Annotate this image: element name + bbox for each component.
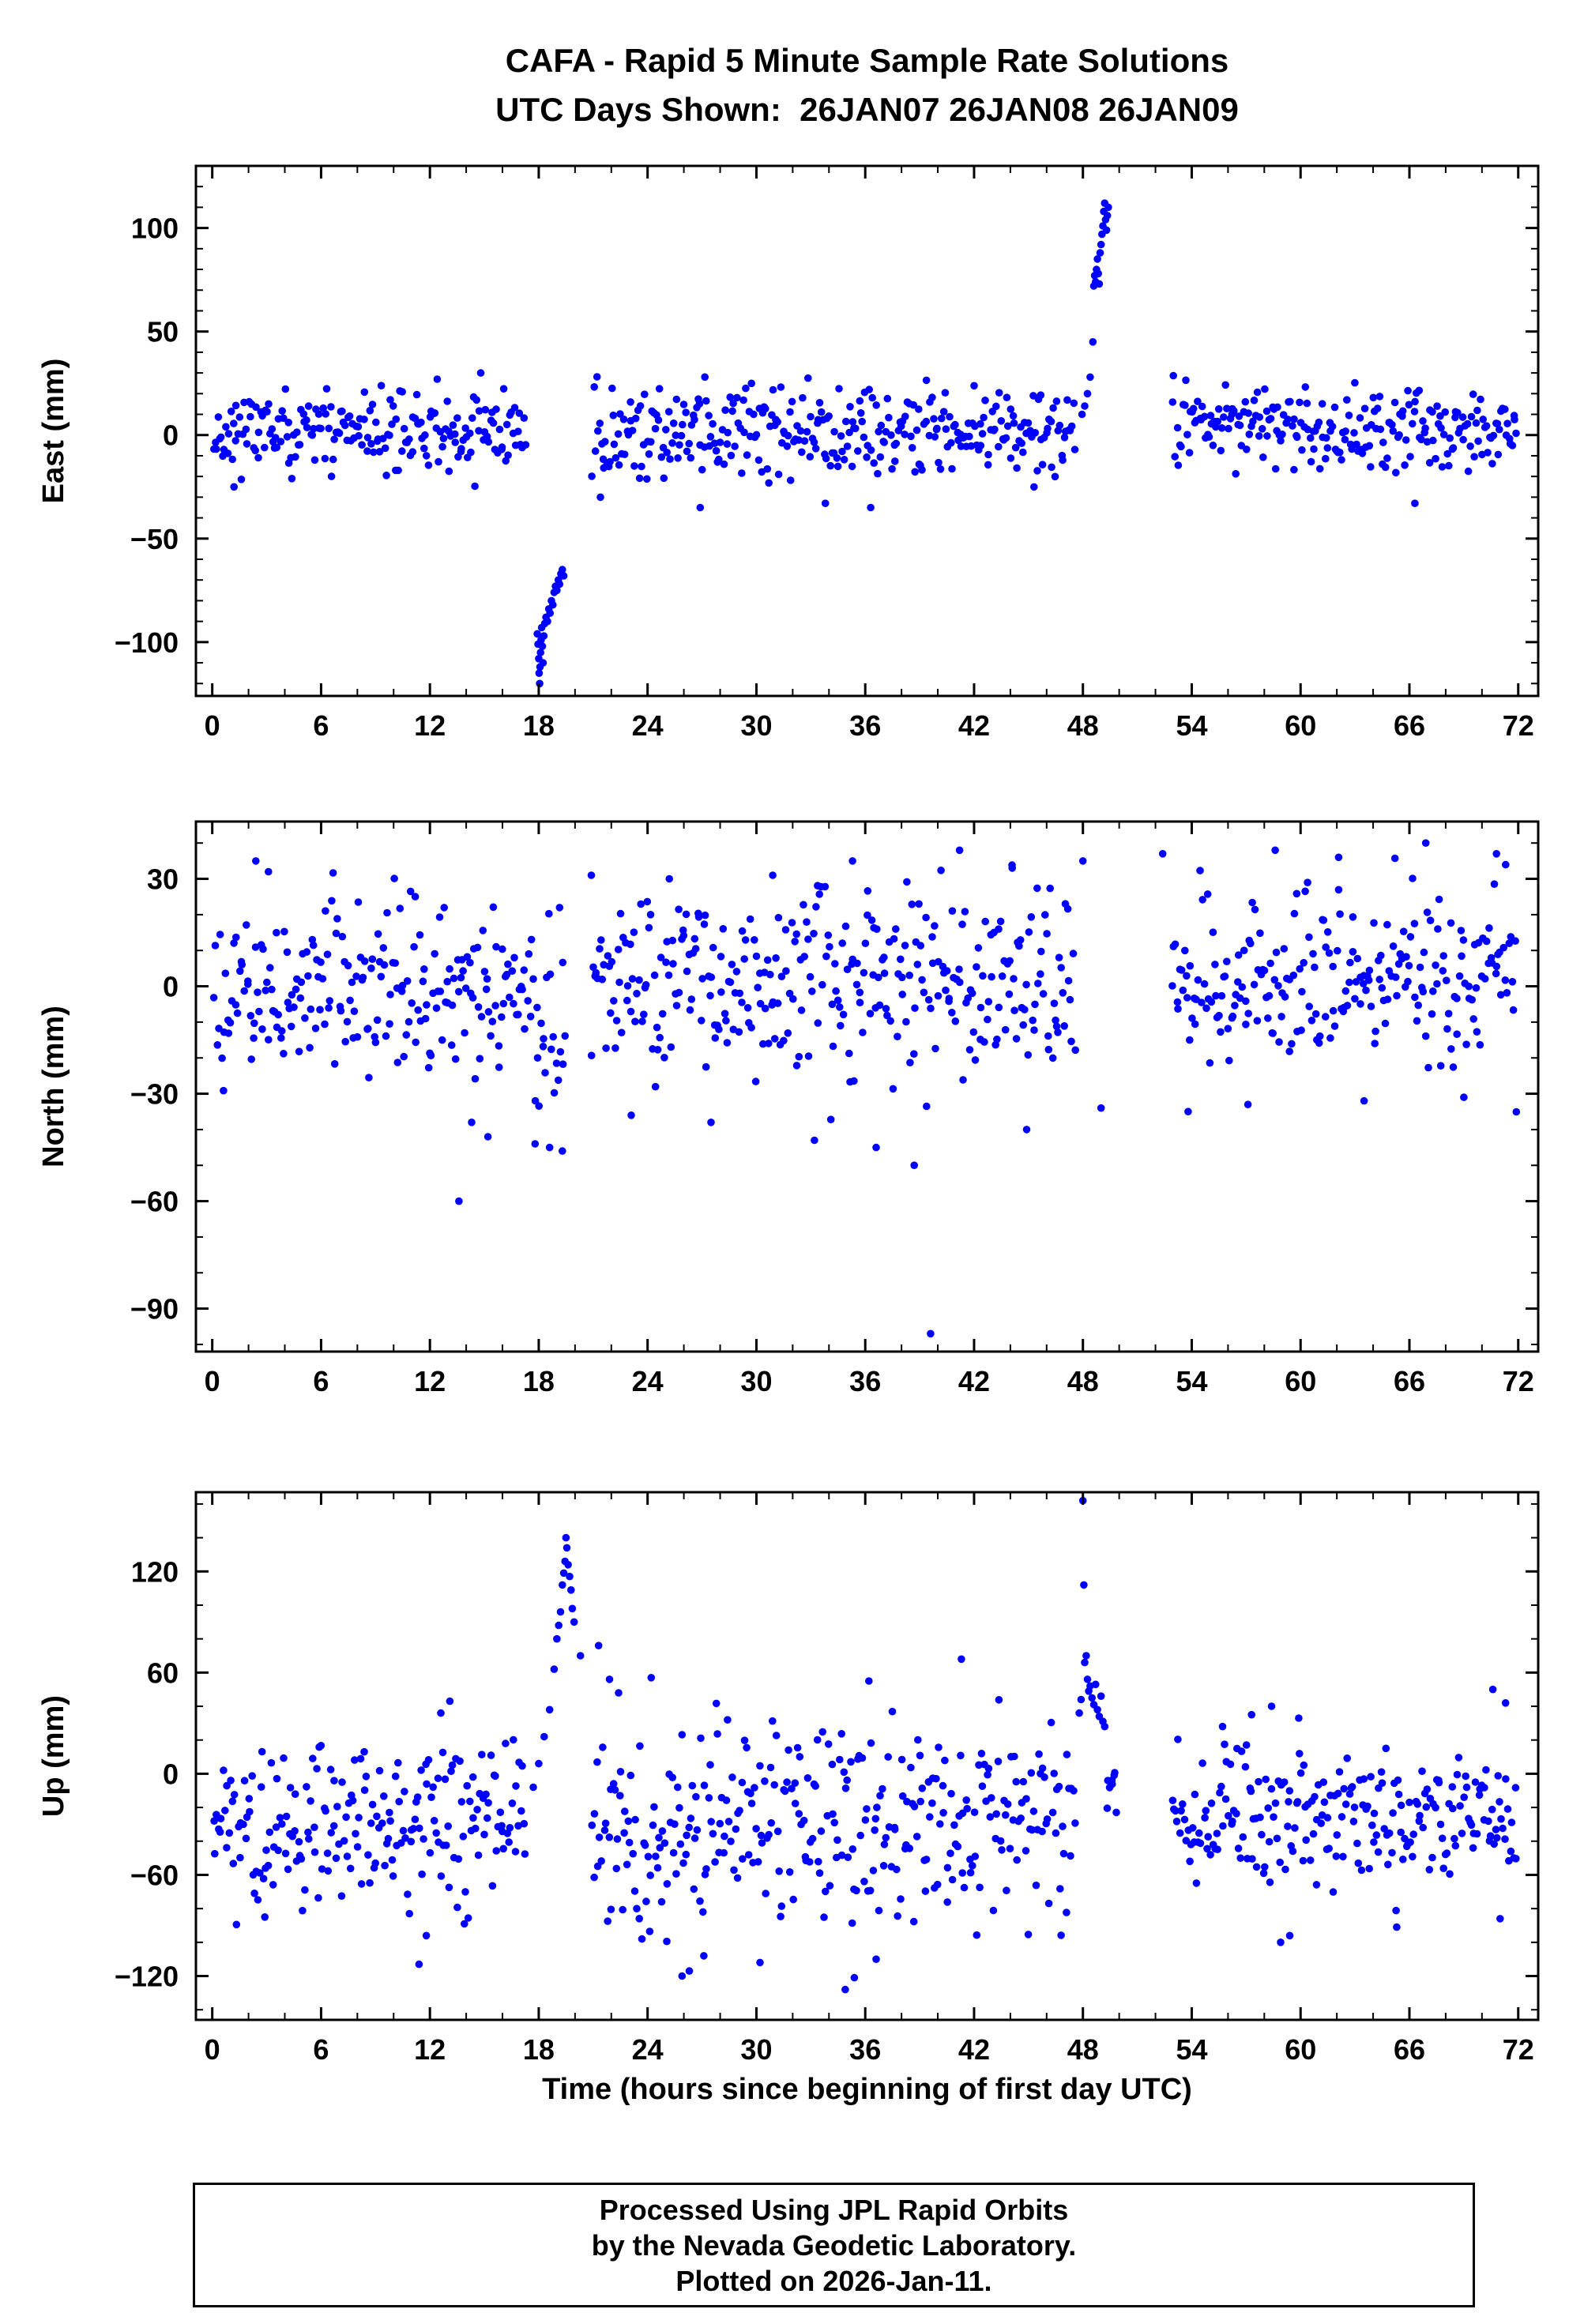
- svg-text:30: 30: [740, 2033, 772, 2066]
- svg-text:36: 36: [849, 2033, 881, 2066]
- svg-text:0: 0: [163, 971, 179, 1003]
- svg-text:−100: −100: [115, 626, 179, 659]
- svg-text:72: 72: [1503, 709, 1534, 742]
- svg-text:12: 12: [414, 2033, 446, 2066]
- svg-text:12: 12: [414, 1365, 446, 1397]
- svg-text:120: 120: [131, 1555, 179, 1588]
- svg-text:0: 0: [163, 419, 179, 452]
- footer-box: Processed Using JPL Rapid Orbits by the …: [193, 2183, 1475, 2307]
- svg-text:30: 30: [740, 1365, 772, 1397]
- svg-text:−60: −60: [130, 1186, 179, 1218]
- svg-text:30: 30: [147, 863, 179, 896]
- svg-text:18: 18: [523, 709, 555, 742]
- svg-text:30: 30: [740, 709, 772, 742]
- svg-text:72: 72: [1503, 2033, 1534, 2066]
- svg-text:0: 0: [205, 1365, 220, 1397]
- svg-text:42: 42: [958, 1365, 990, 1397]
- svg-text:60: 60: [1285, 2033, 1316, 2066]
- svg-text:60: 60: [147, 1657, 179, 1689]
- svg-text:48: 48: [1067, 709, 1099, 742]
- svg-text:−120: −120: [115, 1961, 179, 1993]
- svg-text:0: 0: [205, 2033, 220, 2066]
- footer-line3: Plotted on 2026-Jan-11.: [675, 2264, 992, 2297]
- svg-text:Time (hours since beginning of: Time (hours since beginning of first day…: [542, 2073, 1192, 2106]
- svg-text:Up (mm): Up (mm): [37, 1695, 70, 1817]
- svg-text:12: 12: [414, 709, 446, 742]
- svg-text:−50: −50: [130, 523, 179, 555]
- svg-text:60: 60: [1285, 1365, 1316, 1397]
- svg-text:18: 18: [523, 1365, 555, 1397]
- svg-text:−90: −90: [130, 1293, 179, 1326]
- svg-text:50: 50: [147, 316, 179, 348]
- svg-text:54: 54: [1176, 709, 1207, 742]
- svg-text:66: 66: [1394, 2033, 1425, 2066]
- svg-text:60: 60: [1285, 709, 1316, 742]
- svg-text:−60: −60: [130, 1859, 179, 1891]
- svg-text:54: 54: [1176, 1365, 1207, 1397]
- svg-text:66: 66: [1394, 1365, 1425, 1397]
- svg-text:6: 6: [313, 1365, 329, 1397]
- svg-text:66: 66: [1394, 709, 1425, 742]
- svg-text:48: 48: [1067, 1365, 1099, 1397]
- svg-text:36: 36: [849, 1365, 881, 1397]
- svg-text:54: 54: [1176, 2033, 1207, 2066]
- chart-title-line1: CAFA - Rapid 5 Minute Sample Rate Soluti…: [505, 42, 1229, 79]
- svg-text:0: 0: [163, 1758, 179, 1790]
- svg-text:North (mm): North (mm): [37, 1006, 70, 1168]
- svg-text:0: 0: [205, 709, 220, 742]
- svg-text:24: 24: [632, 709, 664, 742]
- svg-text:48: 48: [1067, 2033, 1099, 2066]
- svg-text:42: 42: [958, 709, 990, 742]
- svg-text:−30: −30: [130, 1078, 179, 1111]
- footer-line2: by the Nevada Geodetic Laboratory.: [591, 2228, 1077, 2262]
- svg-text:East (mm): East (mm): [37, 359, 70, 504]
- chart-title: CAFA - Rapid 5 Minute Sample Rate Soluti…: [196, 36, 1538, 134]
- chart-title-line2: UTC Days Shown: 26JAN07 26JAN08 26JAN09: [495, 91, 1239, 128]
- footer-line1: Processed Using JPL Rapid Orbits: [599, 2193, 1069, 2226]
- svg-text:6: 6: [313, 709, 329, 742]
- svg-text:100: 100: [131, 212, 179, 245]
- svg-text:18: 18: [523, 2033, 555, 2066]
- svg-text:42: 42: [958, 2033, 990, 2066]
- svg-text:36: 36: [849, 709, 881, 742]
- svg-text:24: 24: [632, 2033, 664, 2066]
- svg-text:6: 6: [313, 2033, 329, 2066]
- svg-text:24: 24: [632, 1365, 664, 1397]
- svg-text:72: 72: [1503, 1365, 1534, 1397]
